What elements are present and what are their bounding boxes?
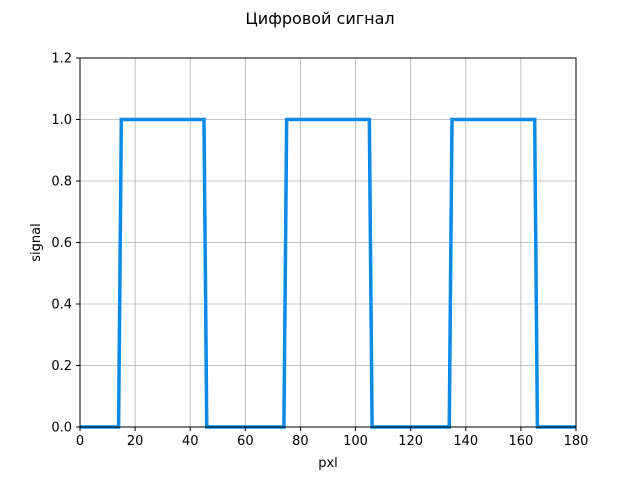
y-axis-label: signal	[29, 223, 44, 261]
x-tick-label: 20	[127, 434, 144, 449]
y-tick-label: 0.8	[51, 175, 72, 190]
x-tick-label: 40	[182, 434, 199, 449]
x-tick-label: 0	[76, 434, 84, 449]
x-tick-label: 80	[292, 434, 309, 449]
y-tick-label: 0.2	[51, 359, 72, 374]
x-axis: 0 20 40 60 80 100 120 140 160 180	[76, 427, 589, 449]
x-tick-label: 100	[343, 434, 368, 449]
x-axis-label: pxl	[318, 456, 338, 471]
x-tick-label: 180	[564, 434, 589, 449]
y-axis: 0.0 0.2 0.4 0.6 0.8 1.0 1.2	[51, 52, 80, 436]
x-tick-label: 140	[453, 434, 478, 449]
series-layer	[80, 117, 576, 429]
x-tick-label: 120	[398, 434, 423, 449]
y-tick-label: 0.0	[51, 421, 72, 436]
x-tick-label: 160	[508, 434, 533, 449]
y-tick-label: 0.6	[51, 236, 72, 251]
y-tick-label: 1.2	[51, 52, 72, 67]
y-tick-label: 0.4	[51, 298, 72, 313]
chart-title: Цифровой сигнал	[245, 9, 394, 28]
y-tick-label: 1.0	[51, 113, 72, 128]
signal-series-line	[80, 117, 576, 429]
x-tick-label: 60	[237, 434, 254, 449]
